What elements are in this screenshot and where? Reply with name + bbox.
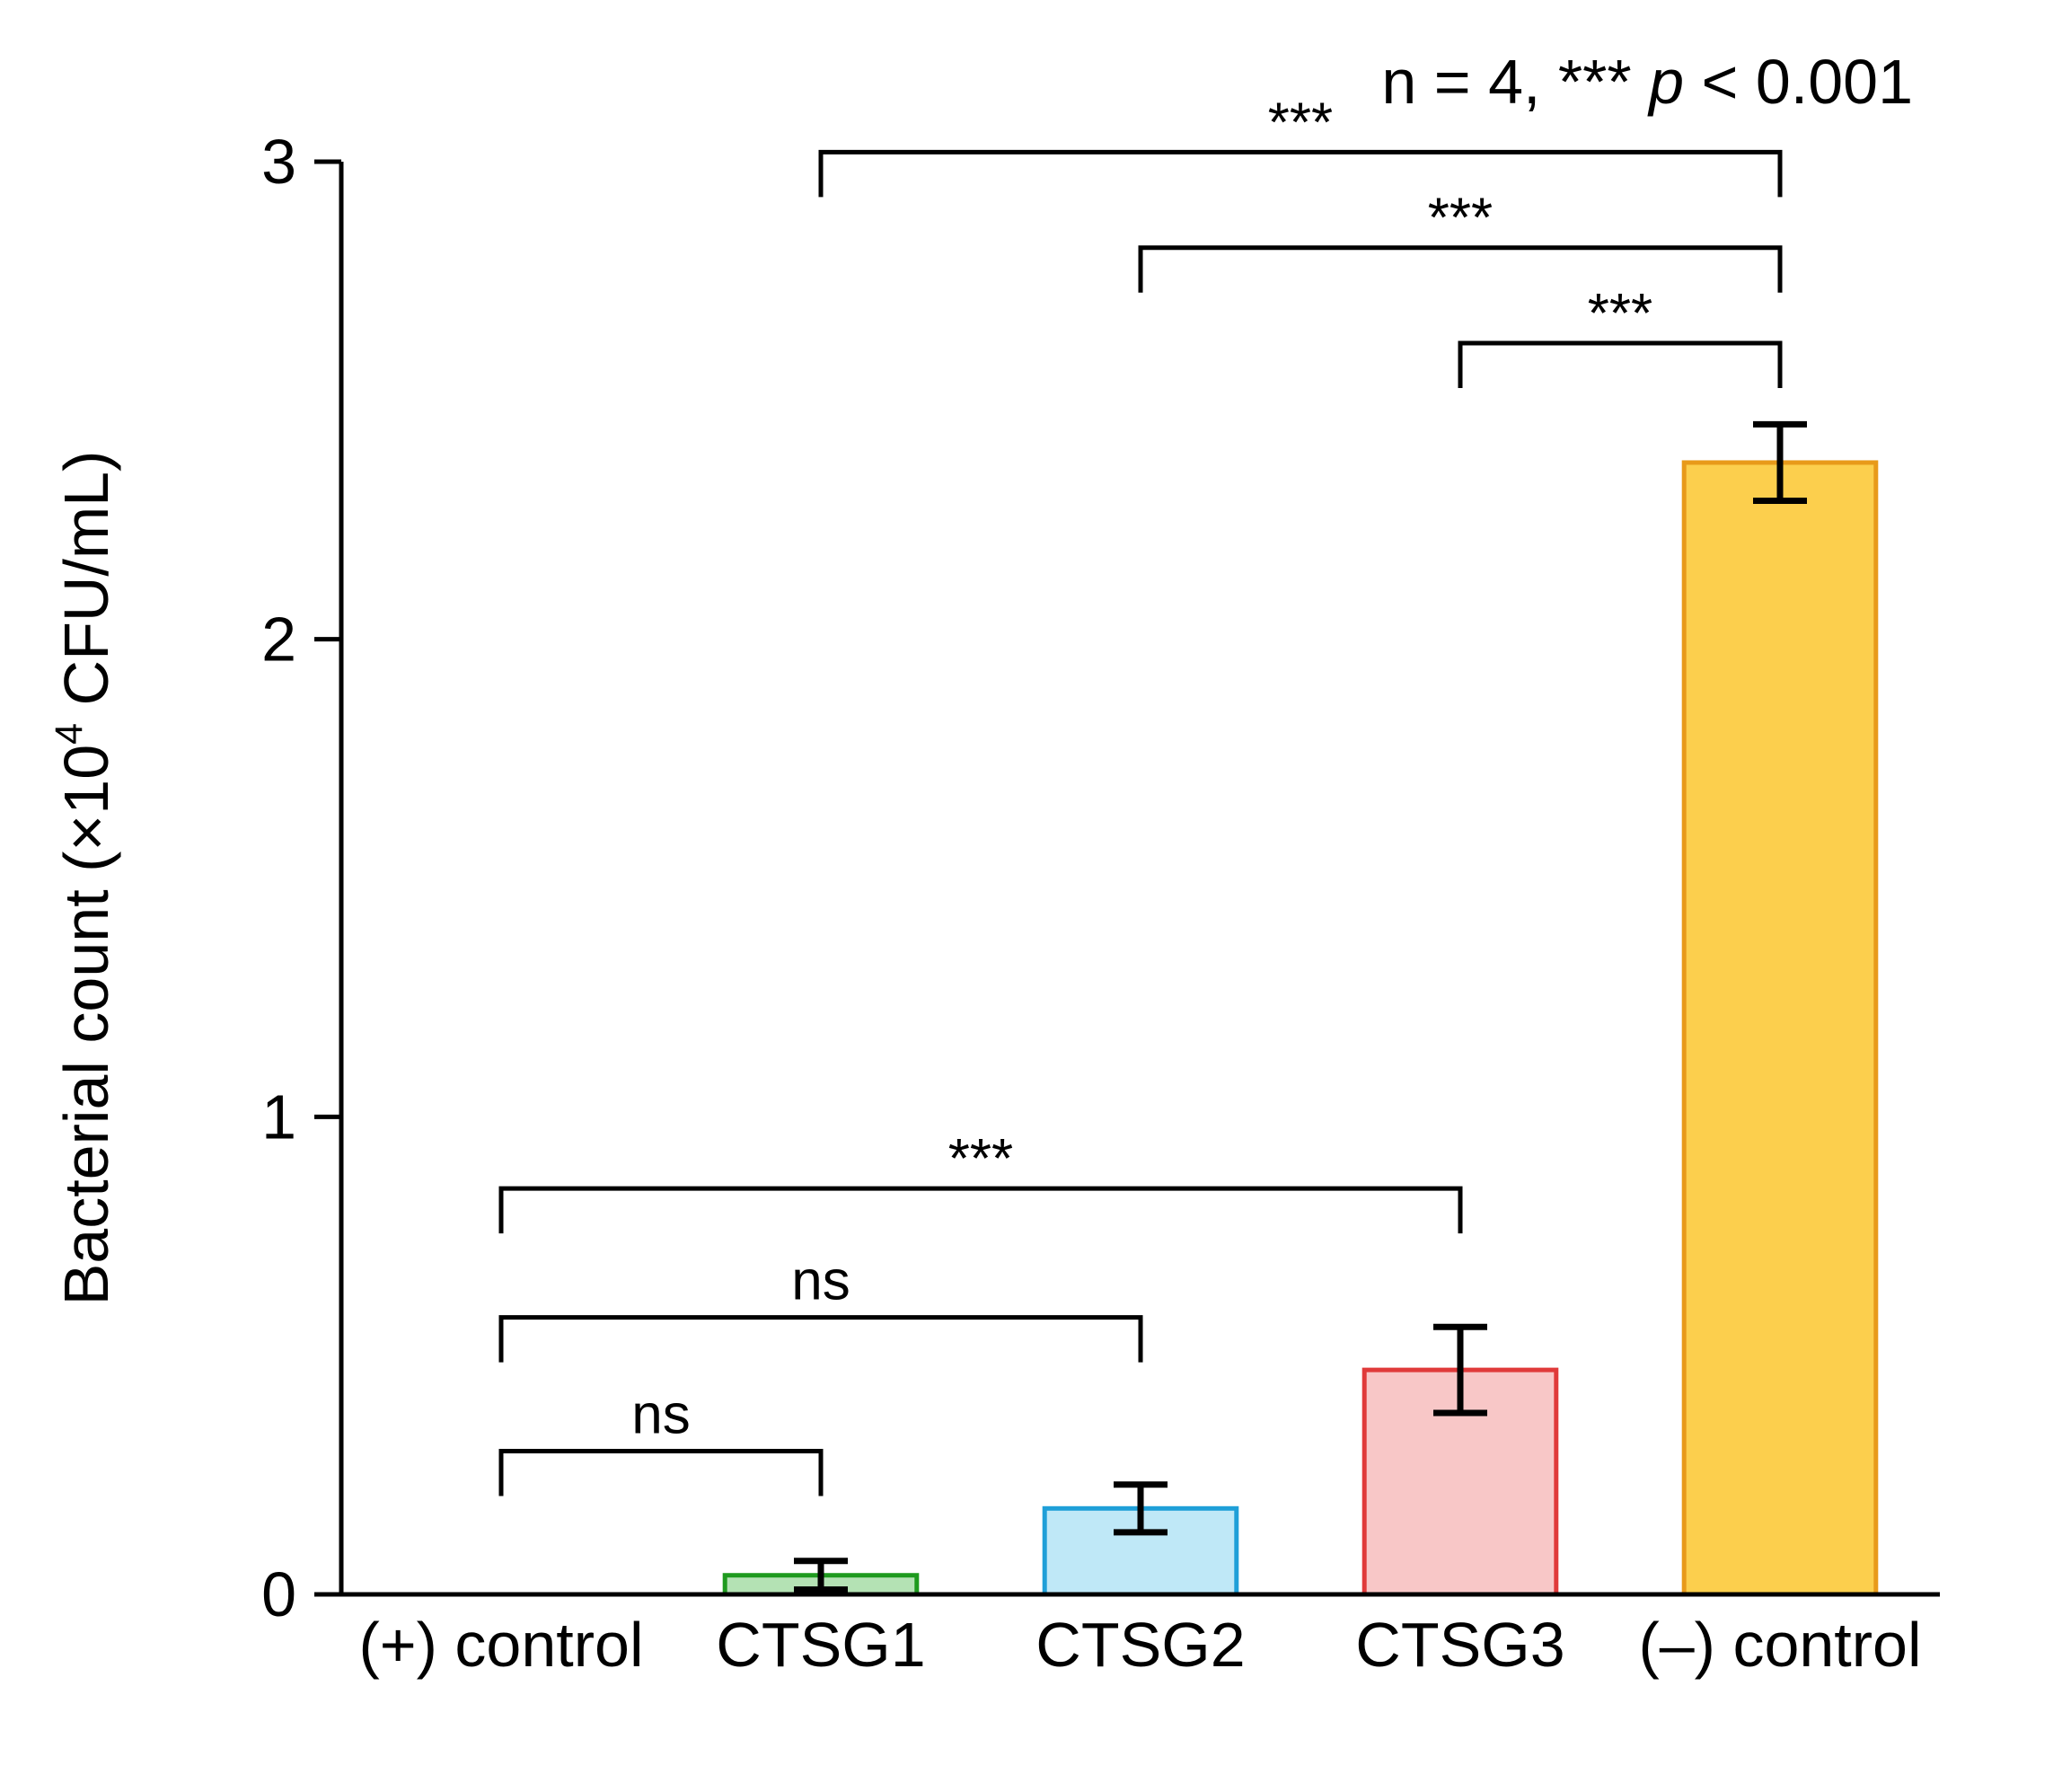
y-tick-label: 3: [261, 127, 296, 197]
top-note: n = 4, *** p < 0.001: [1381, 47, 1913, 117]
x-tick-label: CTSG1: [716, 1610, 925, 1680]
sig-label: ns: [791, 1250, 850, 1312]
x-tick-label: (+) control: [358, 1610, 643, 1680]
svg-text:Bacterial count (×104 CFU/mL): Bacterial count (×104 CFU/mL): [48, 451, 121, 1306]
bar: [1684, 463, 1876, 1594]
x-tick-label: (–) control: [1638, 1610, 1921, 1680]
x-tick-label: CTSG2: [1035, 1610, 1245, 1680]
sig-label: ***: [948, 1128, 1013, 1190]
sig-label: ***: [1428, 188, 1493, 250]
y-tick-label: 1: [261, 1081, 296, 1152]
y-tick-label: 2: [261, 605, 296, 675]
bar-chart: n = 4, *** p < 0.001 0 1 2 3 (+) control CTSG1…: [0, 0, 2062, 1792]
y-tick-label: 0: [261, 1559, 296, 1629]
y-axis-label: Bacterial count (×104 CFU/mL): [48, 451, 121, 1306]
chart-container: n = 4, *** p < 0.001 0 1 2 3 (+) control CTSG1…: [0, 0, 2062, 1792]
sig-label: ***: [1268, 92, 1333, 154]
sig-label: ***: [1588, 283, 1652, 345]
sig-label: ns: [631, 1384, 690, 1446]
x-tick-label: CTSG3: [1355, 1610, 1564, 1680]
